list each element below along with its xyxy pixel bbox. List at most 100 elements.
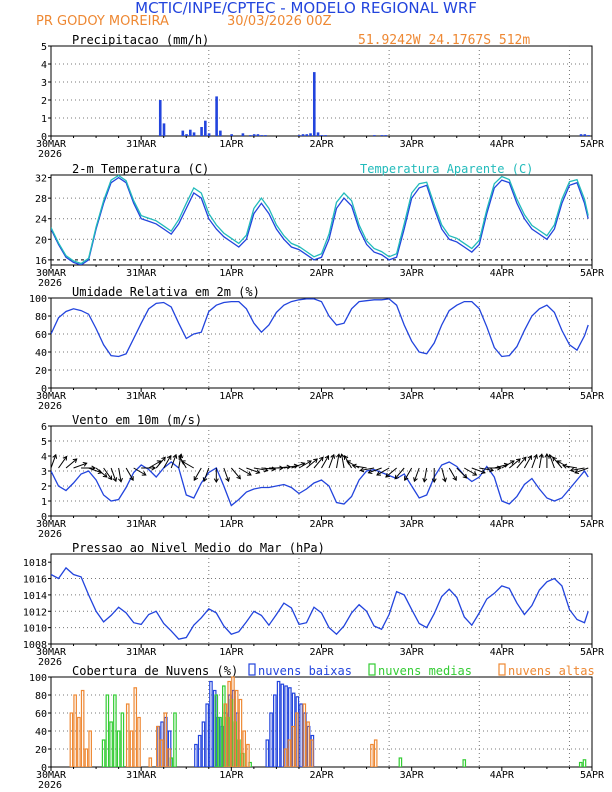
wind-arrowhead	[422, 477, 428, 483]
x-tick-label: 3APR	[400, 391, 425, 402]
wind-arrowhead	[351, 463, 357, 469]
cloud-bar	[197, 734, 202, 767]
precip-bar	[181, 130, 185, 136]
cloud-bar	[306, 721, 310, 767]
wind-arrowhead	[339, 453, 345, 459]
wind-arrowhead	[376, 471, 382, 476]
cloud-bar	[222, 685, 226, 767]
cloud-bar	[101, 739, 106, 767]
wind-barb	[230, 467, 241, 480]
precip-bar	[200, 127, 203, 136]
wind-barb	[253, 467, 268, 471]
x-tick-label: 30MAR	[36, 268, 67, 279]
x-tick-label: 1APR	[219, 519, 244, 530]
wind-arrowhead	[533, 453, 538, 459]
cloud-bar	[212, 689, 217, 767]
run-date-label: 30/03/2026 00Z	[227, 14, 332, 29]
cloud-bar	[299, 703, 303, 767]
y-tick-label: 3	[41, 78, 47, 89]
wind-barb	[494, 463, 508, 469]
plot-area	[69, 676, 587, 767]
wind-arrowhead	[330, 453, 336, 459]
x-tick-label: 31MAR	[126, 770, 157, 781]
wind-barb	[523, 455, 532, 469]
precip-bar	[583, 134, 587, 136]
x-tick-label: 31MAR	[126, 139, 157, 150]
wind-arrowhead	[307, 460, 312, 465]
wind-arrowhead	[313, 458, 318, 463]
x-year-label: 2026	[38, 401, 62, 412]
wind-arrowhead	[413, 477, 418, 483]
x-tick-label: 1APR	[219, 268, 244, 279]
y-tick-label: 3	[41, 467, 47, 478]
panel-title: Cobertura de Nuvens (%)	[72, 664, 238, 678]
wind-barb	[352, 465, 367, 469]
wind-arrowhead	[107, 475, 113, 481]
wind-arrowhead	[509, 460, 515, 465]
wind-barb	[385, 467, 397, 478]
precip-bar	[320, 135, 324, 136]
wind-barb	[538, 454, 543, 469]
precip-bar	[373, 135, 376, 136]
panel-2: 30MAR 31MAR 1APR 2APR 3APR 4APR 5APR 2026 16 20 24…	[35, 162, 605, 289]
wind-barb	[441, 467, 446, 482]
y-tick-label: 2	[41, 96, 47, 107]
precip-bar	[219, 130, 222, 136]
x-tick-label: 2APR	[309, 391, 334, 402]
wind-barb	[246, 467, 260, 474]
x-tick-label: 5APR	[580, 268, 605, 279]
wind-barb	[570, 467, 585, 471]
cloud-bar	[173, 712, 177, 767]
panel-frame	[50, 553, 593, 645]
wind-arrowhead	[480, 469, 486, 475]
wind-arrowhead	[52, 453, 58, 459]
wind-barb	[404, 467, 413, 481]
y-tick-label: 1014	[23, 591, 47, 602]
y-tick-label: 20	[35, 366, 47, 377]
wind-arrowhead	[367, 469, 373, 475]
cloud-bar	[84, 748, 89, 767]
series-line	[51, 566, 589, 640]
plot-area	[51, 298, 589, 358]
cloud-bar	[214, 694, 219, 767]
plot-area	[51, 174, 589, 265]
wind-barb	[360, 467, 375, 471]
y-tick-label: 80	[35, 312, 47, 323]
wind-barb	[155, 456, 166, 469]
wind-barb	[58, 456, 67, 469]
wind-arrowhead	[516, 458, 521, 463]
wind-barb	[125, 467, 134, 481]
cloud-bar	[462, 759, 467, 767]
wind-barb	[313, 456, 324, 469]
y-tick-label: 16	[35, 256, 47, 267]
cloud-bar	[80, 689, 85, 767]
wind-barb	[346, 460, 360, 469]
cloud-bar	[284, 685, 288, 767]
precip-bar	[252, 134, 256, 136]
x-tick-label: 4APR	[490, 268, 515, 279]
cloud-bar	[109, 721, 113, 767]
cloud-bar	[265, 739, 270, 767]
panel-title: 2-m Temperatura (C)	[72, 162, 209, 176]
wind-barb	[549, 454, 555, 469]
wind-barb	[471, 467, 486, 474]
x-year-label: 2026	[38, 149, 62, 160]
precip-bar	[297, 135, 301, 136]
y-tick-label: 4	[41, 452, 47, 463]
x-tick-label: 4APR	[490, 391, 515, 402]
wind-barb	[574, 467, 589, 474]
cloud-bar	[578, 761, 583, 767]
cloud-bar	[231, 676, 235, 767]
model-title: MCTIC/INPE/CPTEC - MODELO REGIONAL WRF	[135, 0, 477, 17]
wind-barb	[283, 465, 298, 469]
series-line	[51, 298, 589, 358]
wind-arrowhead	[246, 471, 252, 476]
x-tick-label: 2APR	[309, 268, 334, 279]
cloud-bar	[234, 689, 239, 767]
cloud-bar	[398, 757, 403, 767]
legend-swatch	[498, 663, 506, 676]
panel-title: Vento em 10m (m/s)	[72, 413, 202, 427]
panel-6: 30MAR 31MAR 1APR 2APR 3APR 4APR 5APR 2026 0 20 40 6…	[29, 663, 605, 791]
wind-barb	[223, 467, 230, 482]
